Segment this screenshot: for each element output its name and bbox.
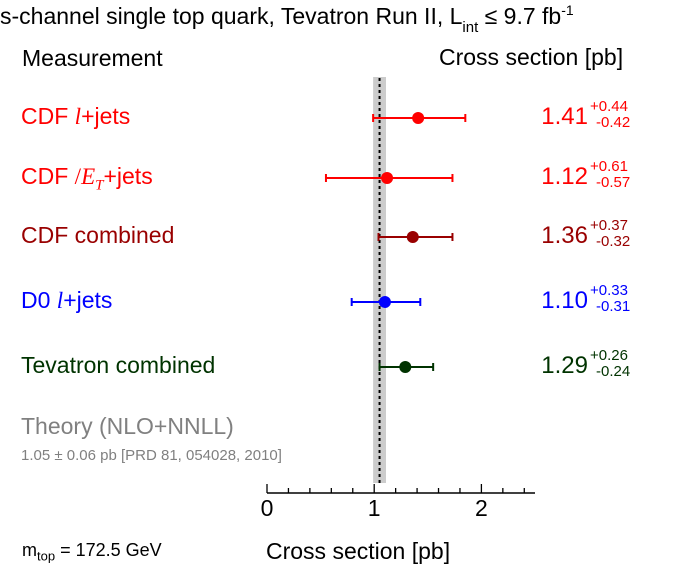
uncertainty-label: +0.26 -0.24 <box>590 347 631 380</box>
x-tick-label: 2 <box>474 495 488 521</box>
value-label: 1.12 <box>541 163 588 190</box>
x-axis-label: Cross section [pb] <box>266 538 451 564</box>
theory-label: Theory (NLO+NNLL) <box>21 413 234 439</box>
measurement-label: CDF l+jets <box>21 103 131 129</box>
lepton-symbol: l <box>74 104 82 129</box>
top-mass-note: mtop = 172.5 GeV <box>22 540 162 564</box>
label-text: CDF <box>21 163 75 189</box>
label-text: Tevatron combined <box>21 352 216 378</box>
data-point <box>412 112 425 124</box>
missing-et-symbol: /ET <box>74 164 104 194</box>
uncertainty-label: +0.37 -0.32 <box>590 217 631 250</box>
x-tick-label: 1 <box>367 495 381 521</box>
uncertainty-label: +0.33 -0.31 <box>590 282 631 315</box>
uncertainty-label: +0.61 -0.57 <box>590 158 631 191</box>
measurement-label: CDF /ET+jets <box>21 163 153 194</box>
value-label: 1.36 <box>541 222 588 249</box>
measurement-label: CDF combined <box>21 222 174 249</box>
label-text: CDF combined <box>21 222 175 248</box>
value-label: 1.41 <box>541 103 588 130</box>
theory-reference: 1.05 ± 0.06 pb [PRD 81, 054028, 2010] <box>21 447 282 464</box>
measurement-label: Tevatron combined <box>21 352 215 379</box>
label-text: CDF <box>21 103 75 129</box>
data-point <box>399 361 412 373</box>
measurement-label: D0 l+jets <box>21 287 113 313</box>
value-label: 1.29 <box>541 352 588 379</box>
cross-section-header: Cross section [pb] <box>439 44 624 70</box>
uncertainty-label: +0.44 -0.42 <box>590 98 631 131</box>
x-tick-label: 0 <box>260 495 274 521</box>
lepton-symbol: l <box>56 288 64 313</box>
data-point <box>378 296 391 308</box>
chart-title: s-channel single top quark, Tevatron Run… <box>0 2 574 36</box>
data-point <box>406 231 419 243</box>
value-label: 1.10 <box>541 287 588 314</box>
measurement-header: Measurement <box>22 45 163 71</box>
label-text: D0 <box>21 287 57 313</box>
data-point <box>381 172 394 184</box>
